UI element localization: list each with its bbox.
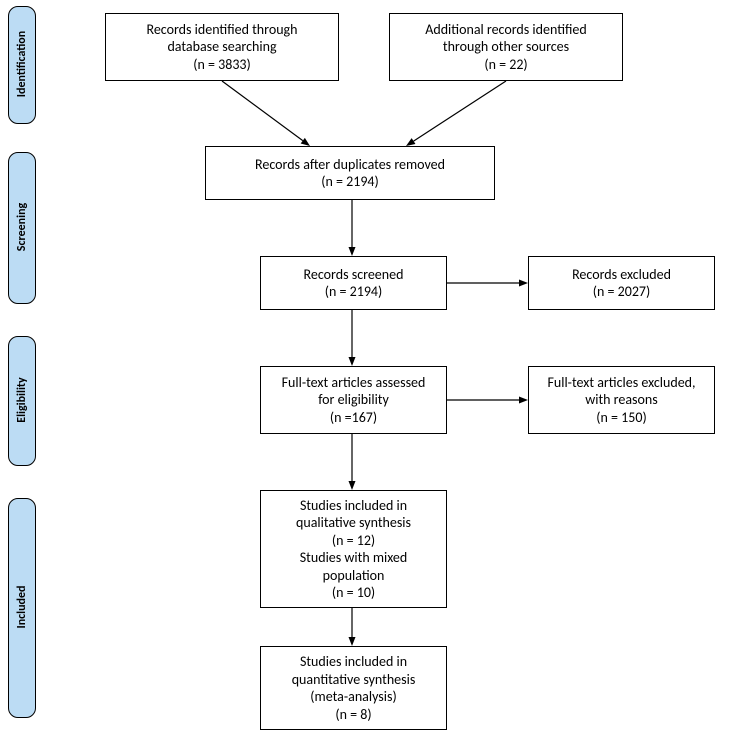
box-text-line: (n = 12): [332, 532, 375, 550]
box-text-line: Records screened: [304, 266, 404, 284]
box-quantitative: Studies included inquantitative synthesi…: [260, 646, 447, 730]
box-text-line: Full-text articles excluded,: [547, 374, 695, 392]
box-text-line: Records identified through: [146, 21, 297, 39]
box-text-line: population: [323, 567, 385, 585]
box-text-line: (n =167): [330, 409, 377, 427]
arrow-db-to-dupes: [222, 81, 303, 141]
box-after-dupes: Records after duplicates removed(n = 219…: [205, 146, 495, 200]
box-text-line: Studies with mixed: [300, 549, 408, 567]
stage-label-included: Included: [15, 557, 29, 657]
box-text-line: Full-text articles assessed: [282, 374, 426, 392]
box-excluded-screen: Records excluded(n = 2027): [528, 256, 715, 310]
box-text-line: (meta-analysis): [310, 688, 396, 706]
box-text-line: for eligibility: [318, 391, 389, 409]
stage-label-identification: Identification: [15, 14, 29, 114]
box-text-line: (n = 10): [332, 584, 375, 602]
arrowhead-fulltext-to-excluded: [519, 397, 528, 404]
box-text-line: (n = 2027): [593, 283, 651, 301]
box-text-line: quantitative synthesis: [292, 671, 416, 689]
stage-label-screening: Screening: [15, 177, 29, 277]
stage-label-eligibility: Eligibility: [15, 350, 29, 450]
box-text-line: qualitative synthesis: [296, 514, 411, 532]
box-fulltext-assessed: Full-text articles assessedfor eligibili…: [260, 366, 447, 434]
box-text-line: (n = 3833): [193, 56, 251, 74]
box-text-line: Records after duplicates removed: [255, 156, 445, 174]
arrowhead-fulltext-to-qual: [349, 481, 356, 490]
box-text-line: through other sources: [443, 38, 569, 56]
box-screened: Records screened(n = 2194): [260, 256, 447, 310]
arrowhead-screened-to-fulltext: [349, 357, 356, 366]
box-text-line: Studies included in: [300, 653, 407, 671]
box-text-line: (n = 8): [335, 706, 371, 724]
box-text-line: (n = 2194): [325, 283, 383, 301]
box-text-line: (n = 2194): [321, 173, 379, 191]
arrowhead-qual-to-quant: [349, 637, 356, 646]
arrowhead-other-to-dupes: [406, 138, 415, 146]
arrowhead-screened-to-excluded: [519, 280, 528, 287]
box-other-sources: Additional records identifiedthrough oth…: [389, 13, 623, 81]
box-text-line: (n = 150): [596, 409, 646, 427]
box-qualitative: Studies included inqualitative synthesis…: [260, 490, 447, 608]
box-text-line: Studies included in: [300, 497, 407, 515]
box-db-search: Records identified throughdatabase searc…: [105, 13, 339, 81]
box-text-line: Additional records identified: [425, 21, 586, 39]
box-text-line: Records excluded: [572, 266, 671, 284]
box-fulltext-excluded: Full-text articles excluded,with reasons…: [528, 366, 715, 434]
box-text-line: with reasons: [585, 391, 658, 409]
box-text-line: (n = 22): [484, 56, 527, 74]
arrow-other-to-dupes: [414, 81, 506, 141]
arrowhead-dupes-to-screened: [349, 247, 356, 256]
arrowhead-db-to-dupes: [301, 138, 310, 146]
box-text-line: database searching: [167, 38, 276, 56]
flowchart-canvas: Identification Screening Eligibility Inc…: [0, 0, 732, 741]
